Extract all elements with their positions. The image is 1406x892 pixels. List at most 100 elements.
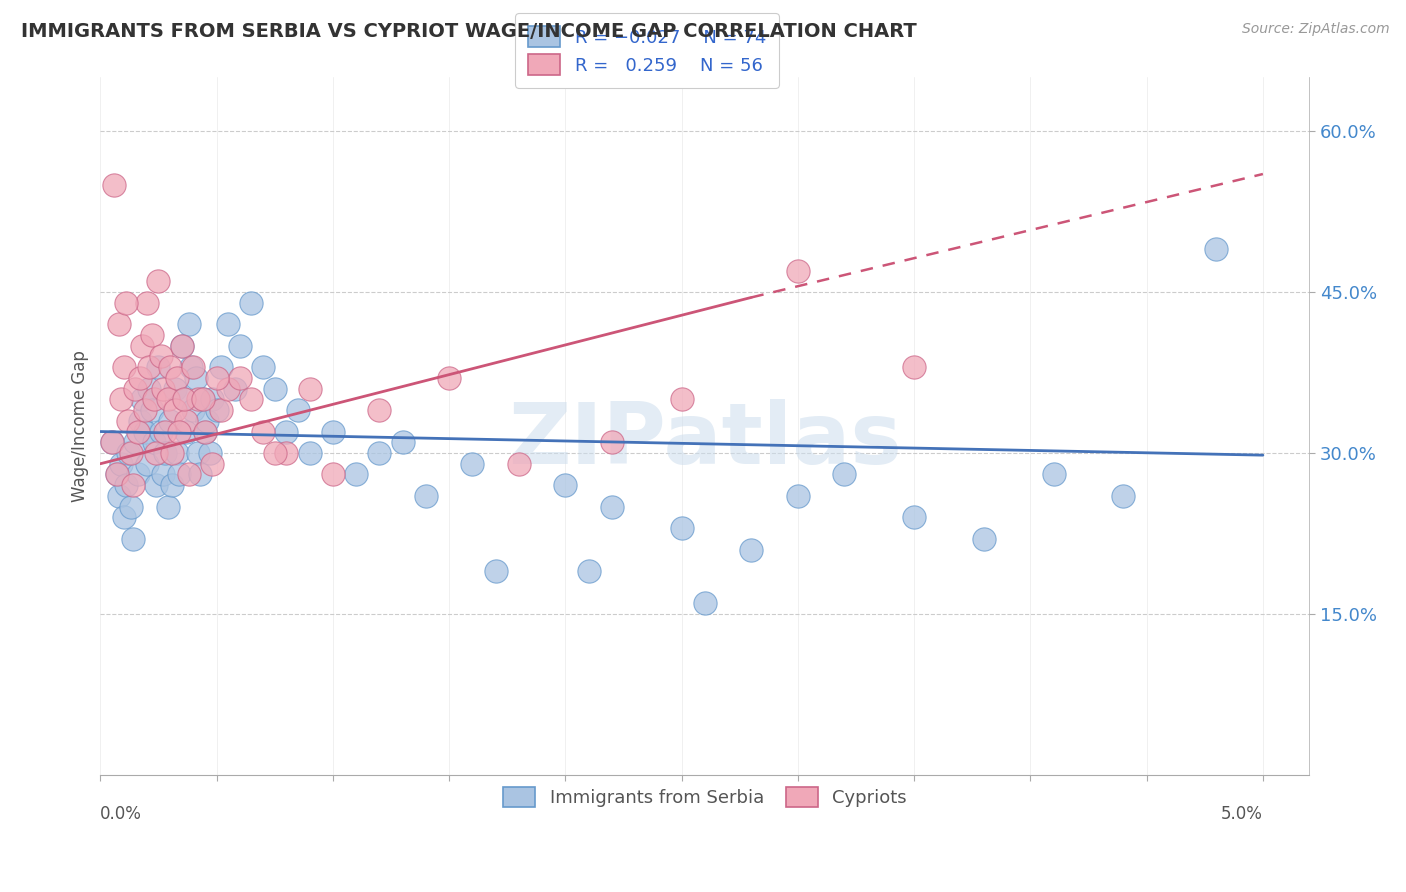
Point — [169, 425, 191, 439]
Point — [903, 510, 925, 524]
Point — [191, 392, 214, 407]
Point — [131, 392, 153, 407]
Point — [117, 414, 139, 428]
Point — [554, 478, 576, 492]
Point — [152, 467, 174, 482]
Point — [177, 467, 200, 482]
Point — [344, 467, 367, 482]
Point — [1205, 242, 1227, 256]
Point — [128, 371, 150, 385]
Point — [263, 382, 285, 396]
Point — [145, 446, 167, 460]
Point — [156, 500, 179, 514]
Text: Source: ZipAtlas.com: Source: ZipAtlas.com — [1241, 22, 1389, 37]
Point — [368, 403, 391, 417]
Point — [108, 318, 131, 332]
Point — [786, 263, 808, 277]
Point — [135, 295, 157, 310]
Point — [198, 446, 221, 460]
Point — [170, 339, 193, 353]
Point — [112, 360, 135, 375]
Point — [110, 392, 132, 407]
Point — [162, 446, 184, 460]
Point — [391, 435, 413, 450]
Point — [127, 425, 149, 439]
Point — [135, 457, 157, 471]
Point — [1042, 467, 1064, 482]
Y-axis label: Wage/Income Gap: Wage/Income Gap — [72, 351, 89, 502]
Point — [115, 295, 138, 310]
Point — [187, 392, 209, 407]
Point — [508, 457, 530, 471]
Point — [437, 371, 460, 385]
Point — [170, 339, 193, 353]
Point — [217, 318, 239, 332]
Point — [124, 435, 146, 450]
Point — [578, 564, 600, 578]
Text: 5.0%: 5.0% — [1220, 805, 1263, 823]
Point — [134, 425, 156, 439]
Point — [786, 489, 808, 503]
Point — [229, 371, 252, 385]
Point — [117, 446, 139, 460]
Point — [127, 467, 149, 482]
Point — [112, 510, 135, 524]
Point — [145, 478, 167, 492]
Point — [209, 403, 232, 417]
Point — [415, 489, 437, 503]
Point — [105, 467, 128, 482]
Point — [177, 318, 200, 332]
Point — [173, 392, 195, 407]
Point — [148, 360, 170, 375]
Point — [191, 392, 214, 407]
Point — [166, 446, 188, 460]
Point — [287, 403, 309, 417]
Point — [298, 382, 321, 396]
Point — [183, 360, 205, 375]
Point — [229, 339, 252, 353]
Point — [124, 382, 146, 396]
Point — [148, 274, 170, 288]
Point — [141, 328, 163, 343]
Point — [176, 414, 198, 428]
Point — [240, 295, 263, 310]
Text: 0.0%: 0.0% — [100, 805, 142, 823]
Text: ZIPatlas: ZIPatlas — [508, 399, 901, 482]
Point — [600, 500, 623, 514]
Point — [155, 446, 177, 460]
Legend: Immigrants from Serbia, Cypriots: Immigrants from Serbia, Cypriots — [495, 780, 914, 814]
Point — [903, 360, 925, 375]
Point — [176, 425, 198, 439]
Point — [205, 403, 228, 417]
Point — [180, 360, 202, 375]
Point — [169, 467, 191, 482]
Point — [276, 446, 298, 460]
Point — [834, 467, 856, 482]
Point — [108, 489, 131, 503]
Point — [162, 478, 184, 492]
Point — [240, 392, 263, 407]
Point — [149, 425, 172, 439]
Point — [205, 371, 228, 385]
Point — [194, 425, 217, 439]
Point — [209, 360, 232, 375]
Point — [183, 403, 205, 417]
Point — [128, 414, 150, 428]
Point — [159, 360, 181, 375]
Point — [131, 339, 153, 353]
Point — [322, 467, 344, 482]
Point — [298, 446, 321, 460]
Text: IMMIGRANTS FROM SERBIA VS CYPRIOT WAGE/INCOME GAP CORRELATION CHART: IMMIGRANTS FROM SERBIA VS CYPRIOT WAGE/I… — [21, 22, 917, 41]
Point — [217, 382, 239, 396]
Point — [973, 532, 995, 546]
Point — [322, 425, 344, 439]
Point — [103, 178, 125, 192]
Point — [122, 478, 145, 492]
Point — [187, 446, 209, 460]
Point — [194, 425, 217, 439]
Point — [110, 457, 132, 471]
Point — [195, 414, 218, 428]
Point — [368, 446, 391, 460]
Point — [120, 500, 142, 514]
Point — [120, 446, 142, 460]
